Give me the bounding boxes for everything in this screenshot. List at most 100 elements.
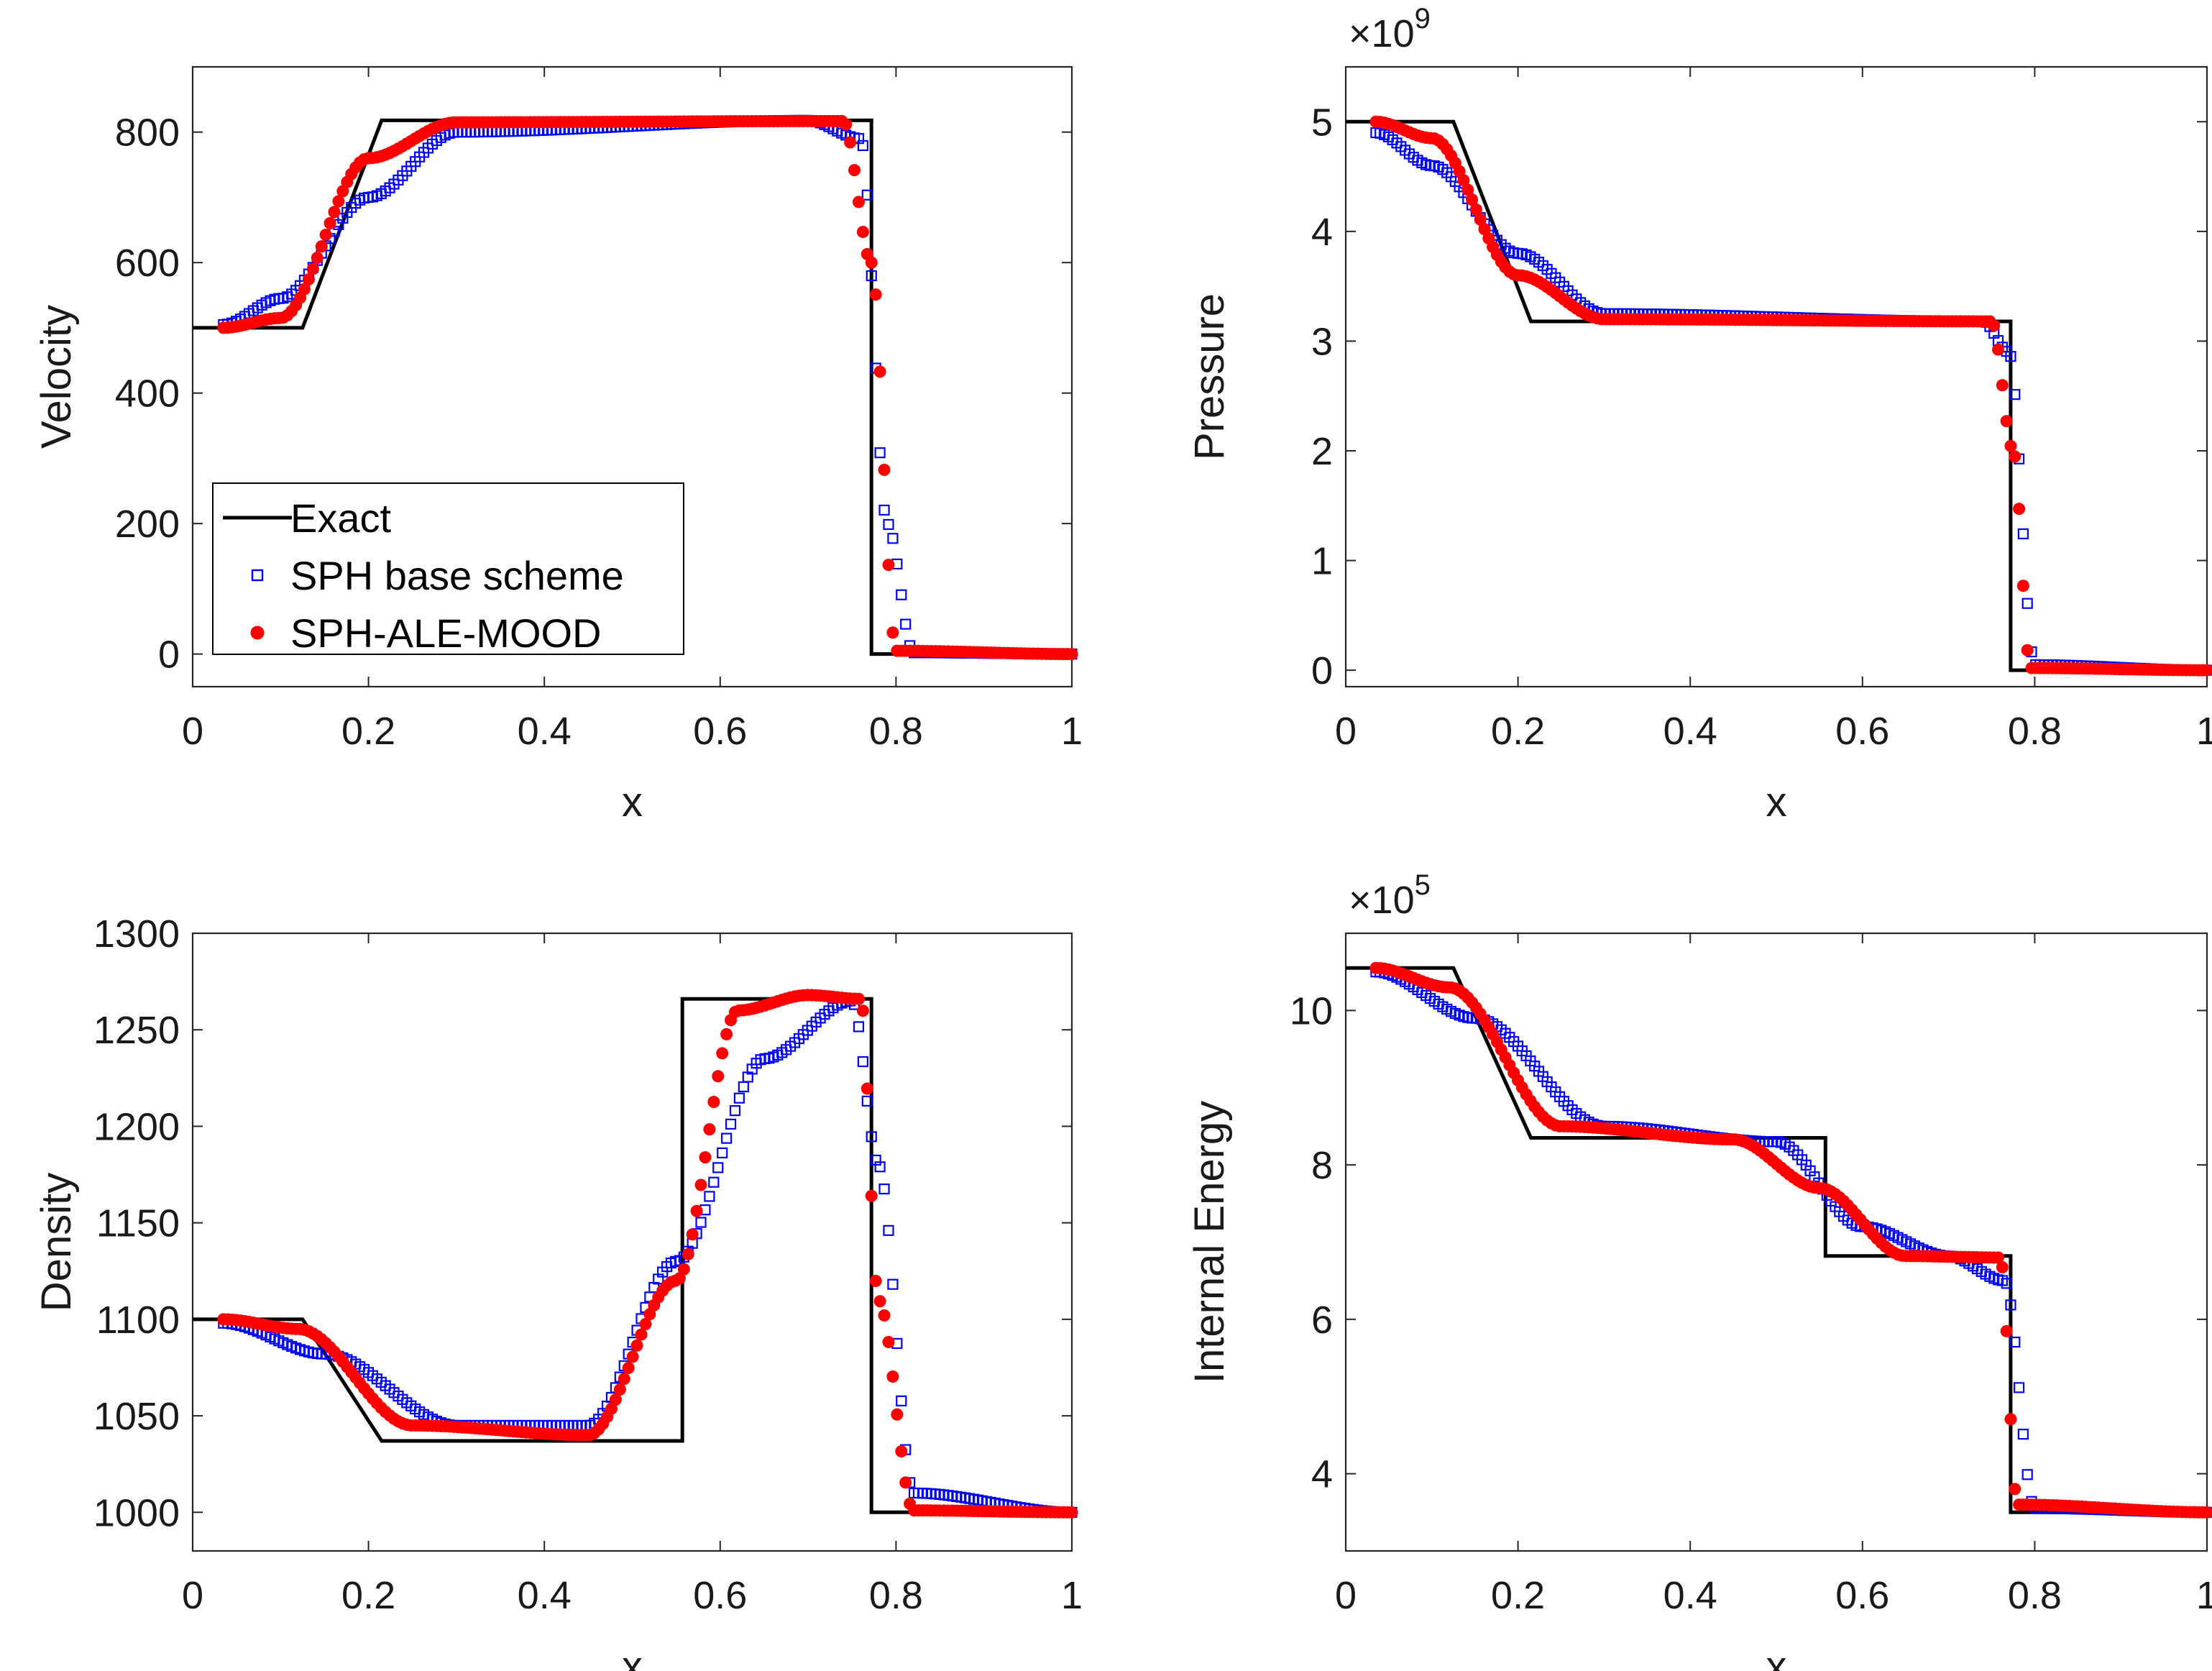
y-tick-label: 0 <box>1311 649 1333 692</box>
ale-point <box>840 118 853 131</box>
axis-exponent: 9 <box>1415 3 1431 35</box>
ale-point <box>2200 664 2212 677</box>
sph-point <box>861 1095 873 1107</box>
y-tick-label: 800 <box>115 111 180 155</box>
sph-point <box>887 1278 899 1290</box>
y-tick-label: 0 <box>158 633 180 677</box>
series-group-internal-energy <box>1346 961 2212 1519</box>
y-tick-label: 4 <box>1311 1453 1333 1496</box>
sph-point <box>729 1105 741 1117</box>
ale-point <box>306 262 319 275</box>
ale-point <box>1065 648 1078 661</box>
y-tick-label: 600 <box>115 242 180 285</box>
x-tick-label: 0.4 <box>1663 1574 1717 1617</box>
x-tick-label: 0.8 <box>869 1574 923 1617</box>
sph-point <box>896 1395 907 1406</box>
ale-point <box>873 1295 886 1308</box>
x-tick-label: 0 <box>182 710 203 753</box>
sph-point <box>878 1184 890 1195</box>
x-tick-label: 1 <box>2196 710 2212 753</box>
ale-point <box>1996 379 2009 392</box>
sph-point <box>2005 351 2016 362</box>
x-tick-label: 0.2 <box>341 710 395 753</box>
x-axis-label: x <box>622 1643 643 1671</box>
ale-point <box>856 226 869 239</box>
ale-point <box>1461 183 1474 196</box>
sph-point <box>866 270 877 282</box>
ale-point <box>869 1275 882 1288</box>
ale-point <box>891 1408 904 1421</box>
x-axis-label: x <box>622 779 643 825</box>
sph-point <box>2009 389 2021 400</box>
panel-internal-energy: 0 0.2 0.4 0.6 0.8 1 4 6 8 10 ×105 x Internal Energy <box>1186 869 2212 1671</box>
ale-point <box>2000 1324 2013 1337</box>
ale-point <box>2009 450 2021 463</box>
ale-point <box>311 252 323 265</box>
y-axis-label: Velocity <box>33 305 80 449</box>
x-tick-label: 0.6 <box>693 710 747 753</box>
x-tick-label: 1 <box>2196 1574 2212 1617</box>
ale-point <box>639 1317 652 1330</box>
ale-point <box>1992 343 2005 356</box>
ale-point <box>848 164 861 177</box>
ale-point <box>1469 203 1482 216</box>
panels: 0 0.2 0.4 0.6 0.8 10200400600800xVelocityExac… <box>33 3 2212 1671</box>
ale-point <box>852 992 865 1005</box>
ale-point <box>2200 1506 2212 1519</box>
ale-point <box>882 1336 895 1349</box>
y-tick-label: 1100 <box>96 1299 180 1342</box>
ale-point <box>298 283 311 296</box>
ale-point <box>1474 213 1487 226</box>
ale-point <box>1992 1251 2005 1264</box>
legend-label-ale: SPH-ALE-MOOD <box>290 610 602 656</box>
ale-point <box>2009 1483 2021 1496</box>
ale-point <box>882 559 895 572</box>
ale-point <box>677 1263 690 1276</box>
y-tick-label: 5 <box>1311 101 1333 144</box>
ale-point <box>2000 415 2013 428</box>
y-tick-label: 1300 <box>93 912 180 956</box>
y-tick-label: 1250 <box>93 1009 180 1052</box>
axis-exponent-label: ×105 <box>1349 869 1431 922</box>
ale-point <box>694 1178 707 1191</box>
x-tick-label: 0 <box>1335 710 1357 753</box>
sph-point <box>704 1191 715 1202</box>
y-tick-label: 1050 <box>93 1395 180 1438</box>
ale-point <box>712 1070 725 1083</box>
x-tick-label: 0.2 <box>1491 1574 1545 1617</box>
ale-point <box>2021 644 2034 656</box>
ale-point <box>865 1189 878 1202</box>
x-axis-label: x <box>1766 1643 1787 1671</box>
ale-point <box>2004 439 2017 452</box>
ale-point <box>323 217 336 230</box>
ale-point <box>2004 1413 2017 1426</box>
sph-point <box>857 1056 868 1068</box>
ale-point <box>856 1004 869 1017</box>
y-tick-label: 1 <box>1311 540 1333 583</box>
y-tick-label: 10 <box>1290 989 1333 1033</box>
x-tick-label: 0 <box>1335 1574 1357 1617</box>
ale-point <box>1478 223 1491 236</box>
sph-point <box>874 447 886 459</box>
y-tick-label: 8 <box>1311 1144 1333 1187</box>
y-tick-label: 3 <box>1311 320 1333 363</box>
ale-point <box>886 1370 899 1383</box>
ale-point <box>605 1402 618 1415</box>
y-tick-label: 1200 <box>93 1105 180 1148</box>
series-group-density <box>193 989 1078 1519</box>
sph-point <box>721 1132 733 1144</box>
ale-point <box>1988 319 2001 332</box>
plot-area-pressure <box>1344 65 2208 688</box>
legend-marker-sph <box>251 569 264 582</box>
sph-point <box>900 618 912 630</box>
ale-point <box>2013 503 2026 516</box>
x-tick-label: 0 <box>182 1574 203 1617</box>
ale-point <box>626 1350 639 1363</box>
x-tick-label: 0.6 <box>693 1574 747 1617</box>
legend-box <box>212 482 684 655</box>
y-tick-label: 400 <box>115 372 180 416</box>
ale-point <box>1996 1260 2009 1273</box>
x-tick-label: 0.4 <box>518 710 572 753</box>
sph-point <box>717 1147 728 1159</box>
sph-point <box>2017 1429 2029 1440</box>
